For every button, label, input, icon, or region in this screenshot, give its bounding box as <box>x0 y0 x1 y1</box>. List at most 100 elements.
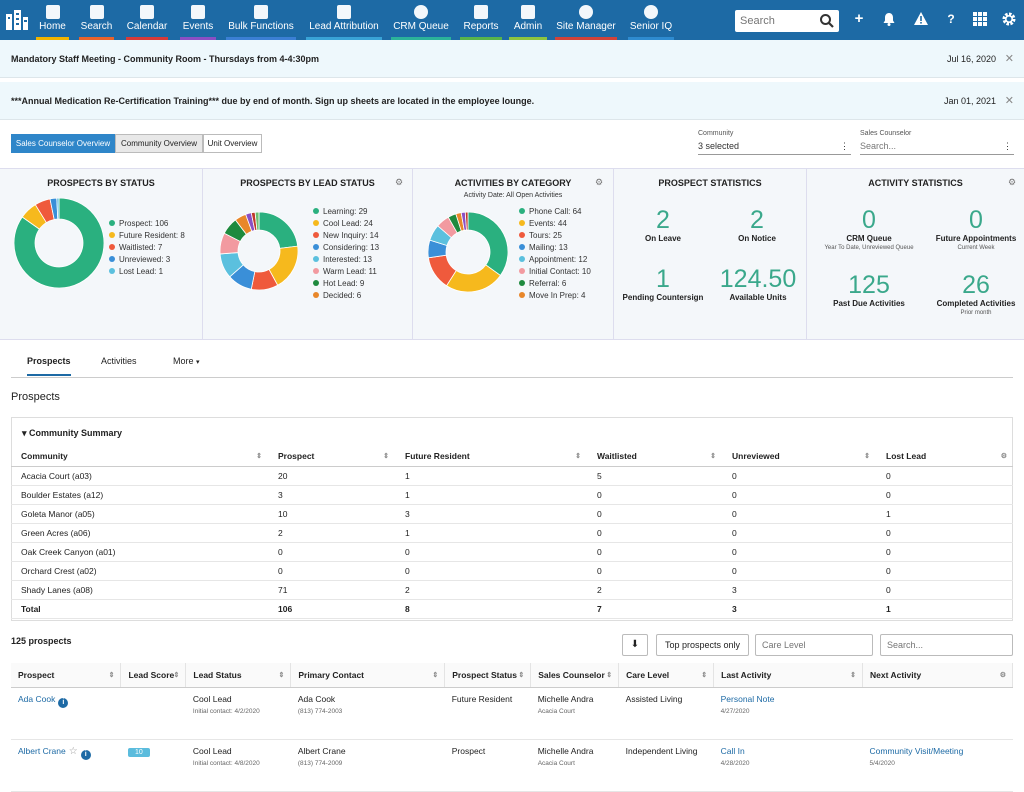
legend-item[interactable]: New Inquiry: 14 <box>313 230 409 242</box>
column-header[interactable]: Lead Status ⇕ <box>185 663 292 688</box>
care-level-input[interactable] <box>756 635 872 655</box>
sort-icon[interactable]: ⇕ <box>850 672 857 679</box>
legend-item[interactable]: Warm Lead: 11 <box>313 266 409 278</box>
legend-item[interactable]: Events: 44 <box>519 218 611 230</box>
sort-icon[interactable]: ⇕ <box>278 672 285 679</box>
nav-item-senior-iq[interactable]: Senior IQ <box>628 0 674 40</box>
close-icon[interactable]: ✕ <box>1004 53 1014 65</box>
global-search-input[interactable] <box>740 13 818 29</box>
gear-icon[interactable]: ⚙ <box>395 177 404 187</box>
donut-slice[interactable] <box>258 212 298 249</box>
top-prospects-only-button[interactable]: Top prospects only <box>656 634 749 656</box>
tab-activities[interactable]: Activities <box>101 356 137 366</box>
stat-crm-queue[interactable]: 0 CRM Queue Year To Date, Unreviewed Queue <box>815 206 923 251</box>
column-header[interactable]: Last Activity ⇕ <box>713 663 864 688</box>
help-icon[interactable]: ? <box>947 12 955 26</box>
table-row[interactable]: Orchard Crest (a02) 0 0 0 0 0 <box>11 561 1013 581</box>
legend-item[interactable]: Future Resident: 8 <box>109 230 199 242</box>
prospects-by-status-donut[interactable] <box>14 198 104 288</box>
table-row[interactable]: Boulder Estates (a12) 3 1 0 0 0 <box>11 485 1013 505</box>
donut-slice[interactable] <box>467 212 508 277</box>
donut-slice[interactable] <box>56 198 60 220</box>
next-activity-link[interactable]: Community Visit/Meeting <box>869 745 964 756</box>
warning-icon[interactable] <box>913 11 929 27</box>
legend-item[interactable]: Move In Prep: 4 <box>519 290 611 300</box>
lead-status-donut[interactable] <box>220 212 298 290</box>
nav-item-crm-queue[interactable]: CRM Queue <box>391 0 451 40</box>
nav-item-admin[interactable]: Admin <box>509 0 547 40</box>
info-icon[interactable]: i <box>80 749 91 760</box>
table-row[interactable]: Oak Creek Canyon (a01) 0 0 0 0 0 <box>11 542 1013 562</box>
table-row[interactable]: Green Acres (a06) 2 1 0 0 0 <box>11 523 1013 543</box>
nav-item-bulk-functions[interactable]: Bulk Functions <box>226 0 296 40</box>
table-row[interactable]: Goleta Manor (a05) 10 3 0 0 1 <box>11 504 1013 524</box>
gear-icon[interactable]: ⚙ <box>595 177 604 187</box>
stat-completed-activities[interactable]: 26 Completed Activities Prior month <box>929 271 1023 316</box>
donut-slice[interactable] <box>464 212 469 231</box>
nav-item-calendar[interactable]: Calendar <box>126 0 168 40</box>
stat-past-due-activities[interactable]: 125 Past Due Activities <box>819 271 919 308</box>
settings-gear-icon[interactable] <box>1001 11 1017 27</box>
close-icon[interactable]: ✕ <box>1004 95 1014 107</box>
star-icon[interactable]: ☆ <box>68 745 78 757</box>
nav-item-reports[interactable]: Reports <box>460 0 502 40</box>
legend-item[interactable]: Interested: 13 <box>313 254 409 266</box>
global-search[interactable] <box>735 10 839 32</box>
sort-icon[interactable]: ⇕ <box>383 453 389 460</box>
tab-community-overview[interactable]: Community Overview <box>115 134 203 153</box>
legend-item[interactable]: Mailing: 13 <box>519 242 611 254</box>
prospect-name-link[interactable]: Albert Crane <box>18 745 66 756</box>
legend-item[interactable]: Hot Lead: 9 <box>313 278 409 290</box>
bell-icon[interactable] <box>881 11 897 27</box>
stat-on-notice[interactable]: 2 On Notice <box>716 206 798 243</box>
stat-on-leave[interactable]: 2 On Leave <box>622 206 704 243</box>
community-filter-select[interactable]: 3 selected ⋮ <box>698 141 851 155</box>
column-header[interactable]: Lost Lead ⚙ <box>876 447 1013 467</box>
gear-icon[interactable]: ⚙ <box>1008 177 1017 187</box>
activities-donut[interactable] <box>428 212 508 292</box>
tab-sales-counselor-overview[interactable]: Sales Counselor Overview <box>11 134 115 153</box>
search-icon[interactable] <box>819 13 835 29</box>
column-header[interactable]: Prospect ⇕ <box>268 447 395 467</box>
stat-pending-countersign[interactable]: 1 Pending Countersign <box>618 265 708 302</box>
sort-icon[interactable]: ⇕ <box>518 672 525 679</box>
sort-icon[interactable]: ⇕ <box>864 453 870 460</box>
sort-icon[interactable]: ⇕ <box>701 672 708 679</box>
legend-item[interactable]: Cool Lead: 24 <box>313 218 409 230</box>
download-icon[interactable]: ⬇ <box>622 634 648 656</box>
gear-icon[interactable]: ⚙ <box>999 672 1006 679</box>
tab-more[interactable]: More ▾ <box>173 356 200 366</box>
sort-icon[interactable]: ⇕ <box>606 672 613 679</box>
sort-icon[interactable]: ⇕ <box>173 672 180 679</box>
donut-slice[interactable] <box>14 198 104 288</box>
column-header[interactable]: Sales Counselor ⇕ <box>530 663 620 688</box>
sort-icon[interactable]: ⇕ <box>108 672 115 679</box>
legend-item[interactable]: Referral: 6 <box>519 278 611 290</box>
stat-future-appointments[interactable]: 0 Future Appointments Current Week <box>929 206 1023 251</box>
stat-available-units[interactable]: 124.50 Available Units <box>714 265 802 302</box>
table-row[interactable]: Shady Lanes (a08) 71 2 2 3 0 <box>11 580 1013 600</box>
legend-item[interactable]: Considering: 13 <box>313 242 409 254</box>
care-level-filter[interactable] <box>755 634 873 656</box>
legend-item[interactable]: Appointment: 12 <box>519 254 611 266</box>
column-header[interactable]: Primary Contact ⇕ <box>290 663 446 688</box>
sort-icon[interactable]: ⇕ <box>710 453 716 460</box>
column-header[interactable]: Future Resident ⇕ <box>395 447 587 467</box>
column-header[interactable]: Unreviewed ⇕ <box>722 447 876 467</box>
add-icon[interactable]: + <box>854 10 864 27</box>
app-logo-icon[interactable] <box>4 8 30 32</box>
tab-unit-overview[interactable]: Unit Overview <box>203 134 262 153</box>
column-header[interactable]: Lead Score ⇕ <box>120 663 187 688</box>
column-header[interactable]: Care Level ⇕ <box>618 663 715 688</box>
legend-item[interactable]: Unreviewed: 3 <box>109 254 199 266</box>
table-row[interactable]: Ada Cook i Cool Lead Initial contact: 4/2/2… <box>11 687 1013 740</box>
legend-item[interactable]: Prospect: 106 <box>109 218 199 230</box>
info-icon[interactable]: i <box>58 697 69 708</box>
donut-slice[interactable] <box>254 212 260 231</box>
legend-item[interactable]: Phone Call: 64 <box>519 206 611 218</box>
column-header[interactable]: Prospect ⇕ <box>11 663 122 688</box>
nav-item-site-manager[interactable]: Site Manager <box>555 0 617 40</box>
apps-grid-icon[interactable] <box>972 11 988 27</box>
sales-counselor-filter-input[interactable]: Search... ⋮ <box>860 141 1014 155</box>
last-activity-link[interactable]: Personal Note <box>720 693 775 704</box>
